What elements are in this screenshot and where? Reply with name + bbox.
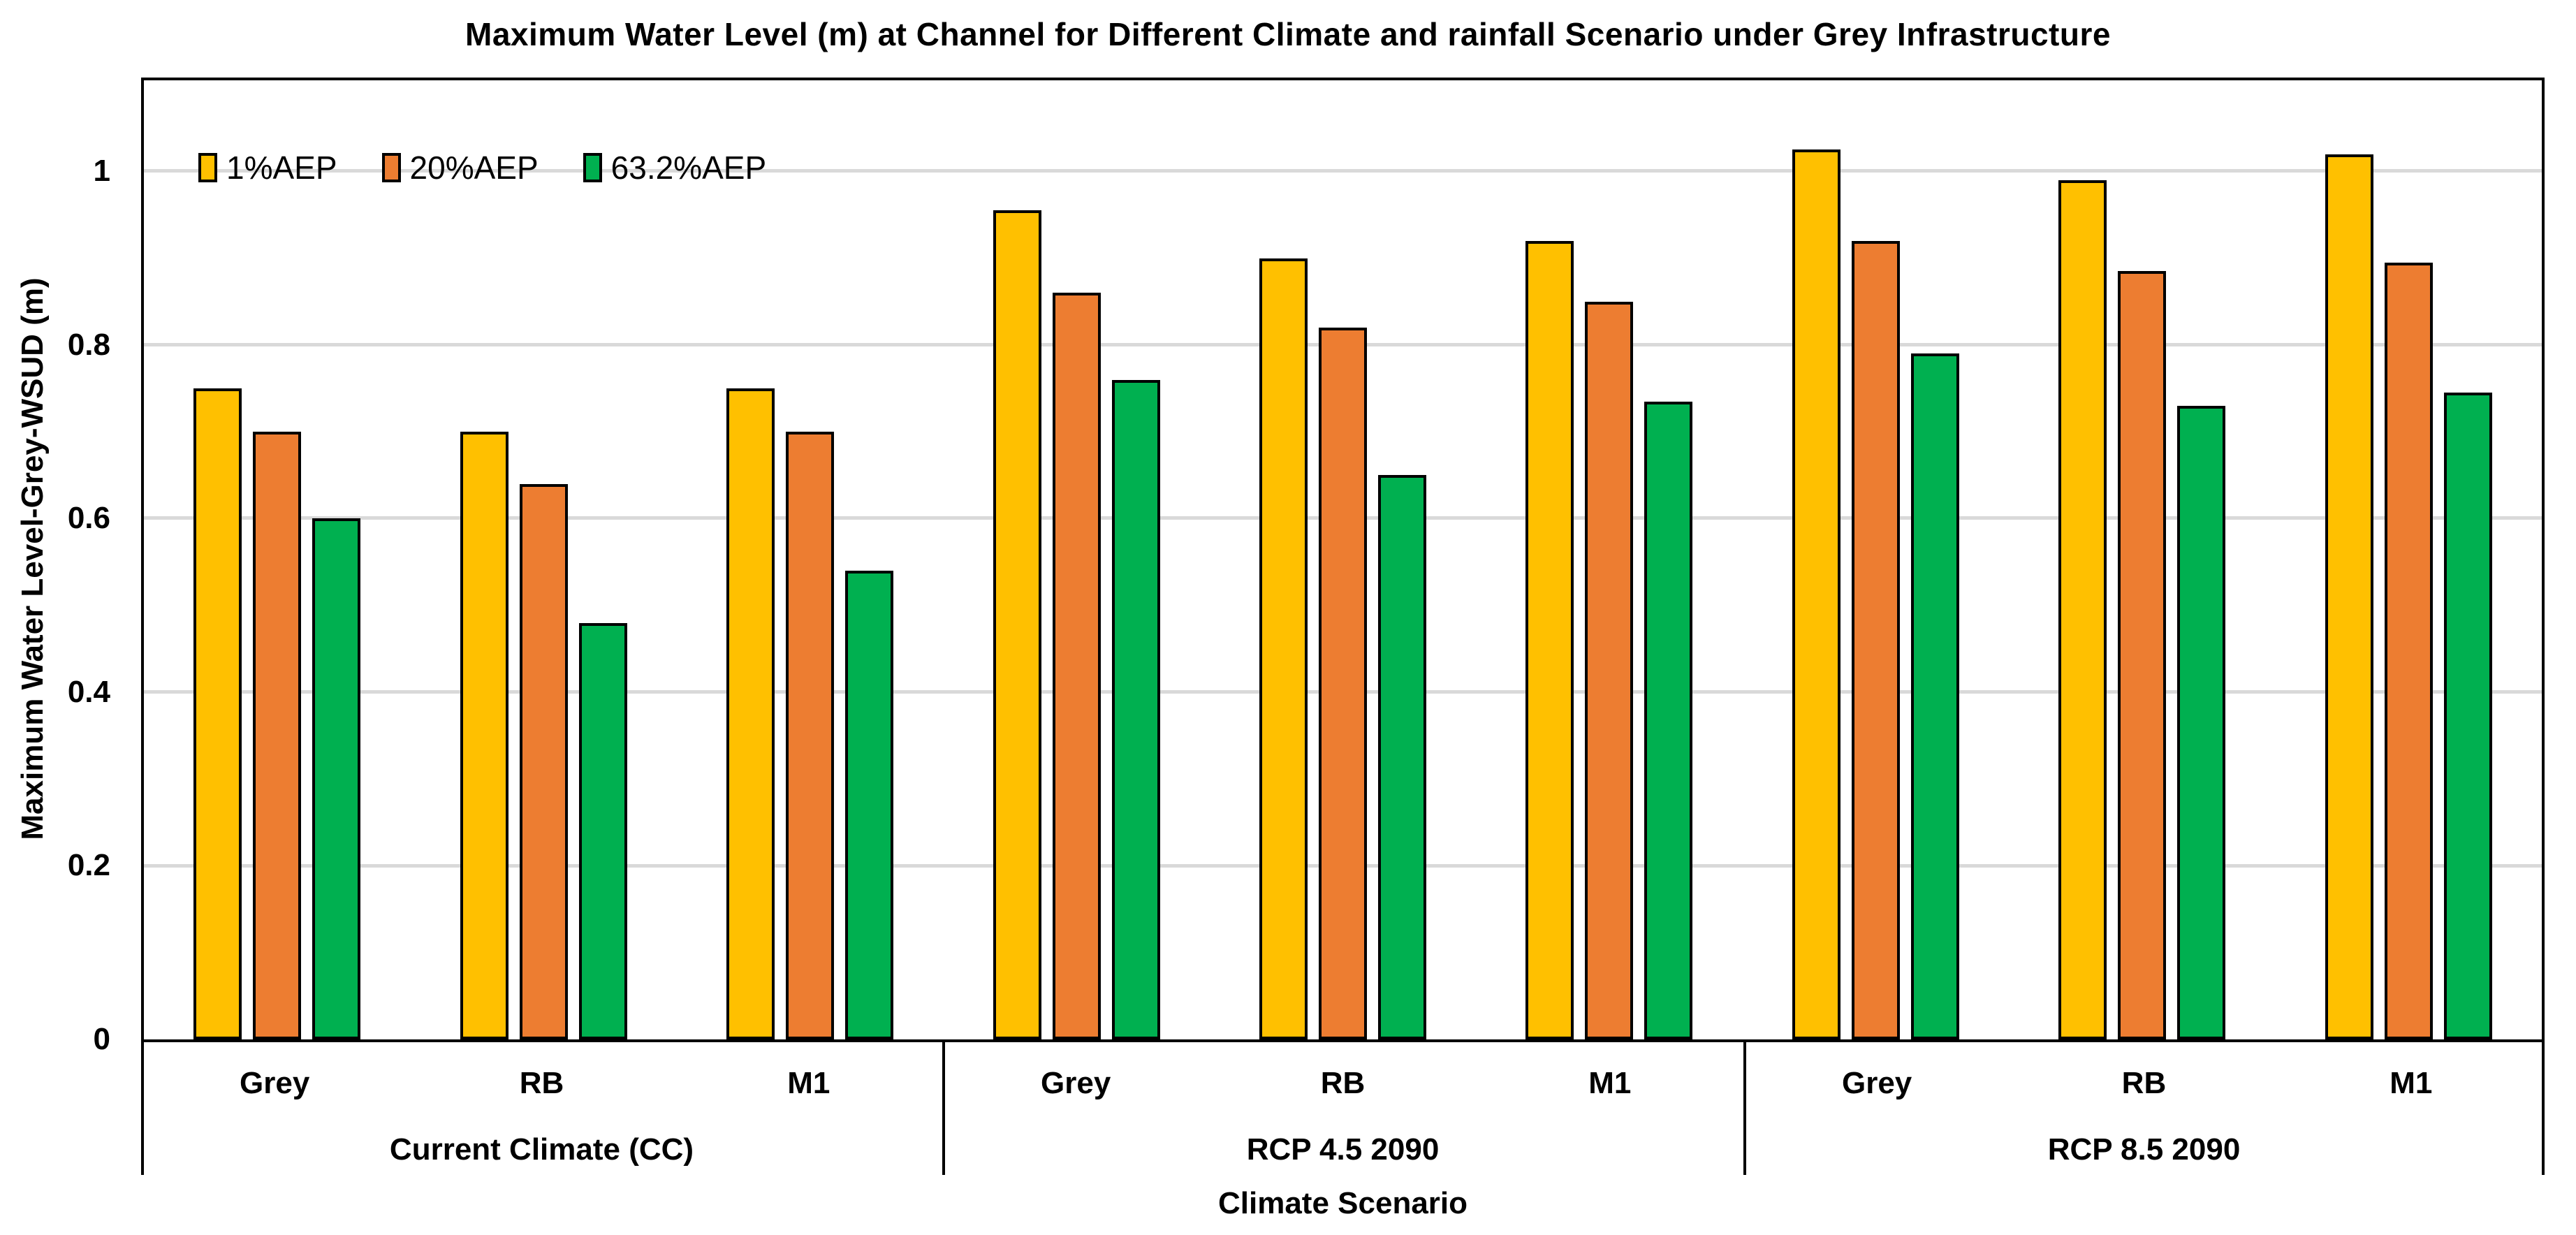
x-sub-label: RB xyxy=(2121,1066,2167,1100)
x-axis-area: Grey RB M1 Grey RB M1 Grey RB M1 Current Climate… xyxy=(141,1042,2545,1175)
bar xyxy=(2443,393,2492,1039)
category-slot xyxy=(410,80,676,1039)
bar xyxy=(2384,262,2433,1039)
bar xyxy=(1111,379,1160,1039)
group-separator xyxy=(2542,1042,2545,1175)
bar xyxy=(786,432,835,1039)
category-slot xyxy=(943,80,1209,1039)
x-group-label: RCP 8.5 2090 xyxy=(2047,1132,2241,1167)
bars-container xyxy=(144,80,2542,1039)
x-axis-subcategory-row: Grey RB M1 Grey RB M1 Grey RB M1 xyxy=(141,1042,2545,1125)
category-slot xyxy=(2009,80,2275,1039)
legend-item: 1%AEP xyxy=(198,149,337,187)
x-group-label: RCP 4.5 2090 xyxy=(1246,1132,1440,1167)
x-sub-label: Grey xyxy=(1041,1066,1111,1100)
legend-item: 63.2%AEP xyxy=(583,149,766,187)
bar xyxy=(1851,240,1900,1039)
x-sub-label: M1 xyxy=(2390,1066,2433,1100)
bar xyxy=(460,432,508,1039)
bar xyxy=(1585,301,1634,1039)
x-axis-group-row: Current Climate (CC) RCP 4.5 2090 RCP 8.5 … xyxy=(141,1125,2545,1175)
x-axis-title: Climate Scenario xyxy=(1217,1186,1468,1220)
bar xyxy=(2058,180,2107,1039)
x-sub-label: M1 xyxy=(1588,1066,1632,1100)
category-slot xyxy=(1476,80,1742,1039)
y-tick-label: 0.4 xyxy=(67,674,110,709)
bar xyxy=(193,388,242,1039)
category-slot xyxy=(2276,80,2542,1039)
bar xyxy=(2118,271,2167,1039)
category-slot xyxy=(1210,80,1476,1039)
category-slot xyxy=(144,80,410,1039)
category-slot xyxy=(1743,80,2009,1039)
bar xyxy=(2325,154,2373,1039)
bar xyxy=(1377,475,1426,1039)
y-tick-label: 1 xyxy=(93,154,110,189)
x-sub-label: Grey xyxy=(1841,1066,1912,1100)
legend-swatch xyxy=(583,153,602,182)
y-tick-label: 0.8 xyxy=(67,327,110,362)
bar xyxy=(1052,293,1101,1039)
x-sub-label: RB xyxy=(519,1066,564,1100)
bar xyxy=(253,432,302,1039)
bar xyxy=(1525,240,1574,1039)
legend-label: 20%AEP xyxy=(409,149,539,186)
bar xyxy=(1792,149,1840,1039)
plot-area: 1%AEP 20%AEP 63.2%AEP xyxy=(141,78,2545,1042)
category-slot xyxy=(677,80,943,1039)
bar xyxy=(578,622,627,1039)
legend: 1%AEP 20%AEP 63.2%AEP xyxy=(198,149,766,187)
legend-swatch xyxy=(381,153,401,182)
bar xyxy=(2177,405,2226,1039)
group-separator xyxy=(141,1042,144,1175)
y-tick-label: 0.2 xyxy=(67,848,110,883)
bar xyxy=(726,388,775,1039)
bar xyxy=(312,518,361,1039)
legend-item: 20%AEP xyxy=(381,149,539,187)
x-sub-label: RB xyxy=(1320,1066,1366,1100)
bar xyxy=(519,483,568,1039)
legend-swatch xyxy=(198,153,217,182)
x-group-label: Current Climate (CC) xyxy=(389,1132,694,1167)
legend-label: 63.2%AEP xyxy=(610,149,767,186)
bar xyxy=(1259,258,1308,1039)
bar xyxy=(1910,353,1959,1039)
y-tick-label: 0 xyxy=(93,1022,110,1056)
group-separator xyxy=(942,1042,945,1175)
x-sub-label: Grey xyxy=(240,1066,310,1100)
bar xyxy=(993,210,1041,1039)
bar xyxy=(1644,401,1693,1039)
bar xyxy=(1318,328,1367,1039)
legend-label: 1%AEP xyxy=(226,149,337,186)
x-sub-label: M1 xyxy=(787,1066,830,1100)
bar xyxy=(845,571,894,1039)
y-tick-label: 0.6 xyxy=(67,501,110,536)
chart-title: Maximum Water Level (m) at Channel for D… xyxy=(465,16,2111,52)
grid-line xyxy=(144,169,2542,173)
group-separator xyxy=(1743,1042,1746,1175)
